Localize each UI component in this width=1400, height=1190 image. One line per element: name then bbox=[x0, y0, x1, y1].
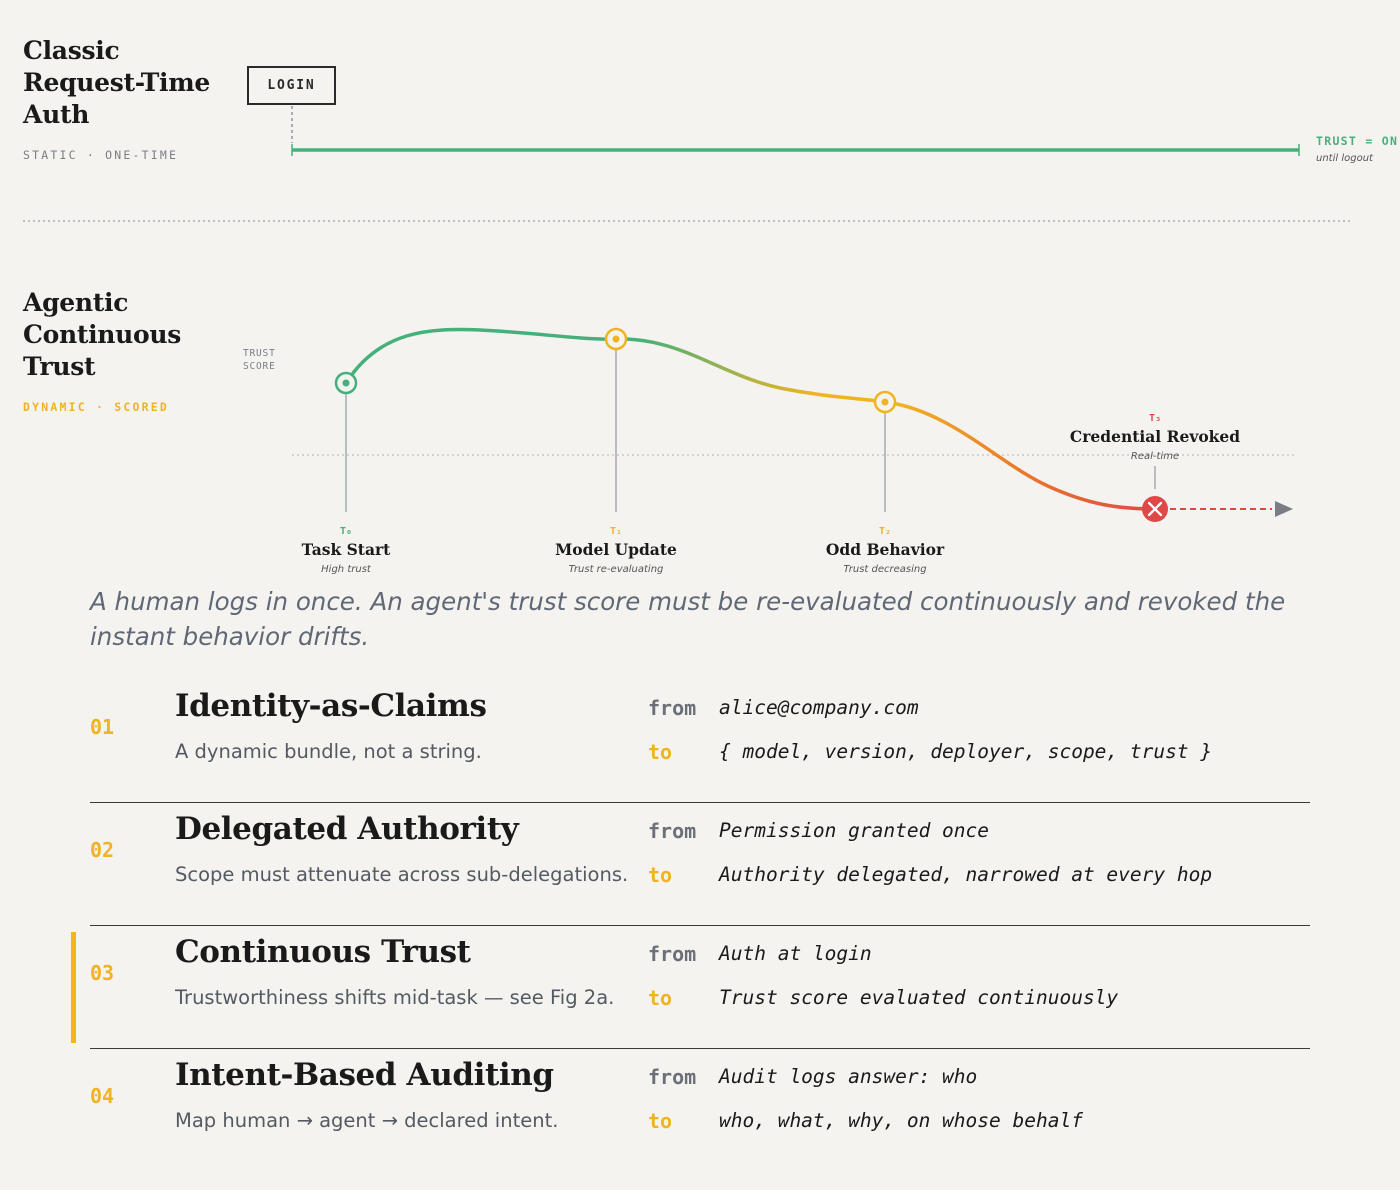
event-label-t1: T₁ Model Update Trust re-evaluating bbox=[516, 526, 716, 575]
event-label-t3: T₃ Credential Revoked Real-time bbox=[1045, 413, 1265, 462]
to-value: Trust score evaluated continuously bbox=[719, 986, 1119, 1009]
row-title: Intent-Based Auditing bbox=[175, 1057, 554, 1093]
to-label: to bbox=[648, 1109, 673, 1133]
event-tag: T₃ bbox=[1148, 413, 1162, 424]
row-divider bbox=[90, 802, 1310, 803]
event-label-t0: T₀ Task Start High trust bbox=[246, 526, 446, 575]
agentic-title: Agentic Continuous Trust bbox=[23, 287, 181, 383]
agentic-subtitle: DYNAMIC · SCORED bbox=[23, 400, 169, 414]
classic-title-line: Auth bbox=[23, 100, 90, 129]
event-note: Trust decreasing bbox=[843, 564, 927, 575]
row-number: 03 bbox=[90, 961, 115, 985]
trust-score-axis-label: TRUST SCORE bbox=[243, 347, 276, 373]
row-number: 04 bbox=[90, 1084, 115, 1108]
figure-caption: A human logs in once. An agent's trust s… bbox=[90, 587, 1286, 651]
row-number: 01 bbox=[90, 715, 115, 739]
row-divider bbox=[90, 1048, 1310, 1049]
row-description: Trustworthiness shifts mid-task — see Fi… bbox=[175, 986, 615, 1009]
event-note: Trust re-evaluating bbox=[568, 564, 664, 575]
trust-score-curve bbox=[344, 327, 1157, 511]
timeline-arrow-icon bbox=[1275, 501, 1293, 517]
from-label: from bbox=[648, 1065, 697, 1089]
axis-label-line: SCORE bbox=[243, 361, 276, 372]
from-label: from bbox=[648, 819, 697, 843]
row-description: A dynamic bundle, not a string. bbox=[175, 740, 482, 763]
event-marker-t1-dot bbox=[612, 335, 620, 343]
trust-curve-chart bbox=[292, 327, 1297, 522]
login-box: LOGIN bbox=[247, 66, 336, 105]
highlight-accent-bar bbox=[71, 932, 76, 1043]
event-tag: T₁ bbox=[609, 526, 623, 537]
agentic-title-line: Agentic bbox=[23, 288, 129, 317]
to-value: Authority delegated, narrowed at every h… bbox=[719, 863, 1213, 886]
agentic-title-line: Continuous bbox=[23, 320, 182, 349]
principle-row-03: 03 Continuous Trust Trustworthiness shif… bbox=[0, 934, 1400, 1056]
trust-on-label: TRUST = ON bbox=[1316, 134, 1399, 148]
to-label: to bbox=[648, 863, 673, 887]
from-value: Audit logs answer: who bbox=[719, 1065, 978, 1088]
row-title: Delegated Authority bbox=[175, 811, 519, 847]
to-label: to bbox=[648, 740, 673, 764]
principle-row-01: 01 Identity-as-Claims A dynamic bundle, … bbox=[0, 688, 1400, 810]
trust-on-note: until logout bbox=[1316, 153, 1373, 164]
from-value: Auth at login bbox=[719, 942, 872, 965]
from-label: from bbox=[648, 942, 697, 966]
classic-title-line: Request-Time bbox=[23, 68, 210, 97]
event-name: Odd Behavior bbox=[825, 540, 945, 559]
principle-row-04: 04 Intent-Based Auditing Map human → age… bbox=[0, 1057, 1400, 1179]
from-value: Permission granted once bbox=[719, 819, 990, 842]
event-label-t2: T₂ Odd Behavior Trust decreasing bbox=[785, 526, 985, 575]
from-value: alice@company.com bbox=[719, 696, 919, 719]
row-description: Scope must attenuate across sub-delegati… bbox=[175, 863, 629, 886]
row-number: 02 bbox=[90, 838, 115, 862]
event-tag: T₀ bbox=[339, 526, 353, 537]
event-note: Real-time bbox=[1130, 451, 1180, 462]
classic-subtitle: STATIC · ONE-TIME bbox=[23, 148, 179, 162]
classic-title: Classic Request-Time Auth bbox=[23, 35, 210, 131]
agentic-title-line: Trust bbox=[23, 352, 96, 381]
row-title: Continuous Trust bbox=[175, 934, 471, 970]
event-marker-t2-dot bbox=[881, 398, 889, 406]
classic-timeline bbox=[23, 106, 1352, 222]
classic-title-line: Classic bbox=[23, 36, 120, 65]
to-value: { model, version, deployer, scope, trust… bbox=[719, 740, 1213, 763]
to-label: to bbox=[648, 986, 673, 1010]
row-description: Map human → agent → declared intent. bbox=[175, 1109, 559, 1132]
axis-label-line: TRUST bbox=[243, 348, 276, 359]
revoked-x-icon bbox=[1142, 496, 1168, 522]
event-marker-t0-dot bbox=[342, 379, 350, 387]
event-name: Model Update bbox=[555, 540, 677, 559]
principle-row-02: 02 Delegated Authority Scope must attenu… bbox=[0, 811, 1400, 933]
event-note: High trust bbox=[321, 564, 371, 575]
event-tag: T₂ bbox=[878, 526, 892, 537]
row-title: Identity-as-Claims bbox=[175, 688, 487, 724]
from-label: from bbox=[648, 696, 697, 720]
event-name: Task Start bbox=[301, 540, 391, 559]
event-name: Credential Revoked bbox=[1069, 427, 1241, 446]
row-divider bbox=[90, 925, 1310, 926]
to-value: who, what, why, on whose behalf bbox=[719, 1109, 1083, 1132]
